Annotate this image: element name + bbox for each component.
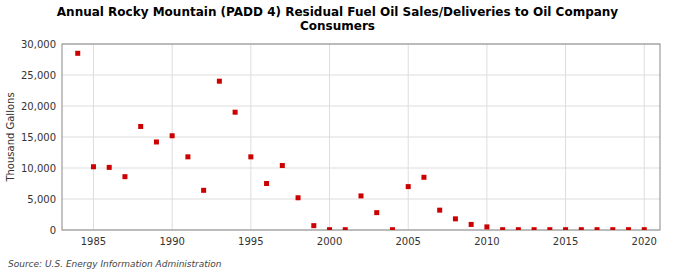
point [610, 227, 615, 230]
point [437, 208, 442, 213]
point [185, 154, 190, 159]
y-tick-label: 25,000 [21, 70, 56, 81]
plot-area [62, 44, 660, 230]
point [626, 227, 631, 230]
point [406, 184, 411, 189]
x-grid-line [408, 44, 409, 230]
point [516, 227, 521, 230]
point [390, 227, 395, 230]
point [311, 223, 316, 228]
point [107, 165, 112, 170]
point [484, 224, 489, 229]
x-tick-label: 1985 [81, 236, 106, 247]
point [248, 154, 253, 159]
point [170, 133, 175, 138]
y-grid-line [62, 199, 660, 200]
x-grid-line [565, 44, 566, 230]
x-tick-label: 2020 [632, 236, 657, 247]
point [122, 174, 127, 179]
point [296, 195, 301, 200]
x-tick-label: 2005 [395, 236, 420, 247]
point [327, 227, 332, 230]
x-grid-line [93, 44, 94, 230]
point [264, 181, 269, 186]
point [547, 227, 552, 230]
grid [62, 44, 660, 230]
point [579, 227, 584, 230]
point [91, 164, 96, 169]
point [201, 188, 206, 193]
point [217, 79, 222, 84]
point [469, 222, 474, 227]
point [595, 227, 600, 230]
y-tick-label: 15,000 [21, 132, 56, 143]
y-tick-label: 10,000 [21, 163, 56, 174]
x-grid-line [250, 44, 251, 230]
point [642, 227, 647, 230]
point [154, 139, 159, 144]
y-tick-label: 30,000 [21, 39, 56, 50]
point [563, 227, 568, 230]
point [453, 216, 458, 221]
y-grid-line [62, 75, 660, 76]
x-tick-label: 2015 [553, 236, 578, 247]
y-tick-label: 5,000 [27, 194, 56, 205]
x-tick-label: 1995 [238, 236, 263, 247]
point [280, 163, 285, 168]
y-tick-label: 0 [50, 225, 56, 236]
point [343, 227, 348, 230]
plot-frame [62, 44, 660, 230]
chart: 0 5,000 10,000 15,000 20,000 25,000 30,000 1985… [0, 0, 675, 275]
point [421, 175, 426, 180]
x-grid-line [644, 44, 645, 230]
x-tick-label: 1990 [159, 236, 184, 247]
x-tick-label: 2010 [474, 236, 499, 247]
y-tick-label: 20,000 [21, 101, 56, 112]
title: Annual Rocky Mountain (PADD 4) Residual … [57, 5, 619, 33]
y-grid-line [62, 168, 660, 169]
point [374, 210, 379, 215]
point [75, 51, 80, 56]
point [500, 227, 505, 230]
x-grid-line [329, 44, 330, 230]
x-tick-label: 2000 [317, 236, 342, 247]
point [138, 124, 143, 129]
y-axis-label: Thousand Gallons [5, 92, 16, 182]
x-grid-line [486, 44, 487, 230]
point [532, 227, 537, 230]
y-grid-line [62, 137, 660, 138]
source-note: Source: U.S. Energy Information Administ… [8, 259, 222, 269]
point [233, 110, 238, 115]
marks [75, 51, 647, 230]
point [359, 193, 364, 198]
y-grid-line [62, 106, 660, 107]
